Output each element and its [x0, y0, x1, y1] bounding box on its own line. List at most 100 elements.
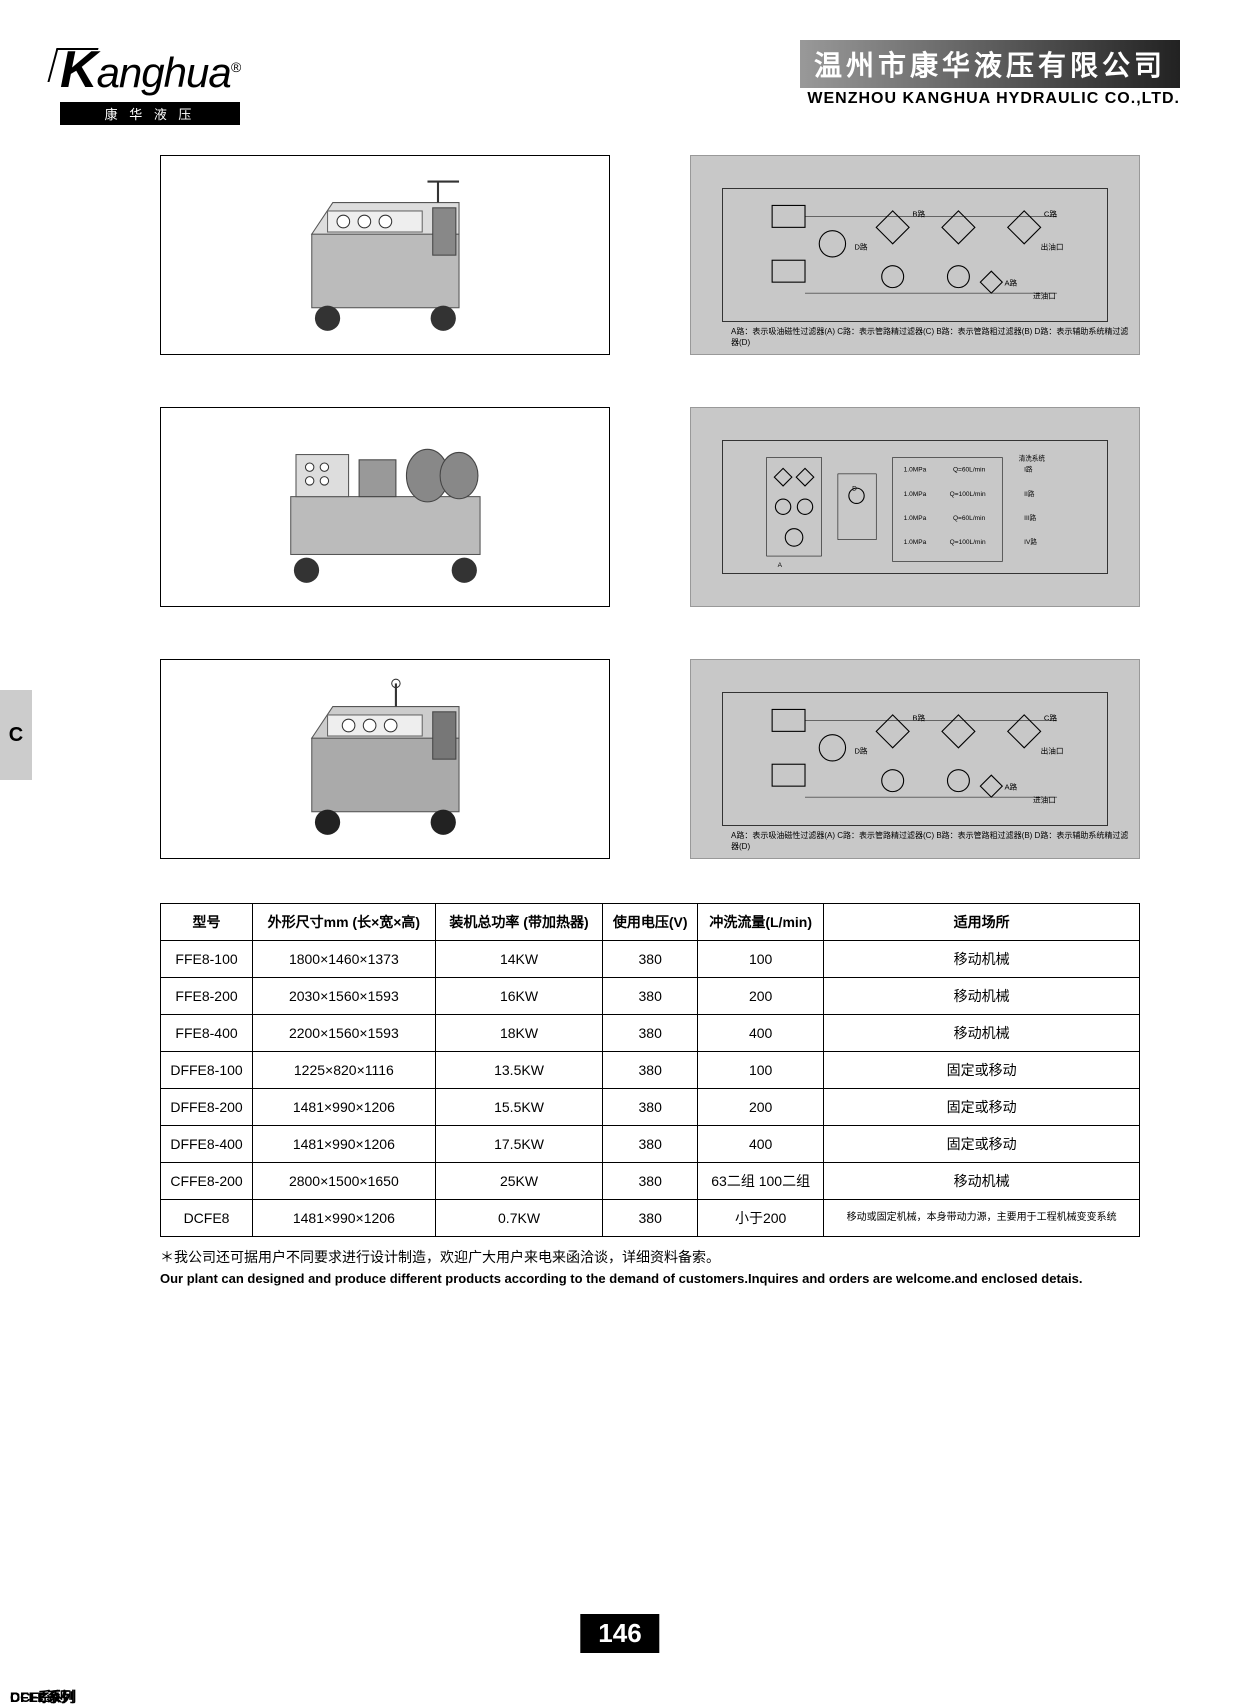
- svg-text:Q=100L/min: Q=100L/min: [950, 491, 986, 498]
- product-cell: CFE系列: [160, 407, 610, 607]
- table-cell: 13.5KW: [435, 1052, 603, 1089]
- svg-text:Q=60L/min: Q=60L/min: [953, 515, 986, 522]
- table-row: DFFE8-4001481×990×120617.5KW380400固定或移动: [161, 1126, 1140, 1163]
- table-cell: 18KW: [435, 1015, 603, 1052]
- table-cell: 2800×1500×1650: [253, 1163, 436, 1200]
- svg-text:Q=100L/min: Q=100L/min: [950, 539, 986, 546]
- svg-text:A: A: [778, 562, 783, 569]
- col-voltage: 使用电压(V): [603, 904, 698, 941]
- footnote-cn: ＊我公司还可据用户不同要求进行设计制造，欢迎广大用户来电来函洽谈，详细资料备索。: [160, 1247, 1140, 1267]
- table-cell: FFE8-400: [161, 1015, 253, 1052]
- table-cell: DFFE8-200: [161, 1089, 253, 1126]
- table-cell: DFFE8-400: [161, 1126, 253, 1163]
- product-cell: DCFE系列: [160, 659, 610, 859]
- circuit-diagram-icon: D路 B路 A路 C路 出油口 进油口: [723, 693, 1106, 825]
- table-body: FFE8-1001800×1460×137314KW380100移动机械FFE8…: [161, 941, 1140, 1237]
- table-cell: 380: [603, 1200, 698, 1237]
- schematic-cfe: A D 1.0MPa Q=60L/min 1.0MPa Q=100L/min 1.0…: [690, 407, 1140, 607]
- circuit-diagram-icon: D路 B路 A路 C路 出油口 进油口: [723, 189, 1106, 321]
- svg-text:IV路: IV路: [1025, 537, 1038, 546]
- table-cell: 400: [698, 1015, 824, 1052]
- product-grid: DFFE系列 D路 B路 A路 C路 出油口: [160, 155, 1140, 883]
- svg-text:进油口: 进油口: [1033, 795, 1056, 805]
- product-photo-cfe: [160, 407, 610, 607]
- table-row: FFE8-1001800×1460×137314KW380100移动机械: [161, 941, 1140, 978]
- table-cell: 100: [698, 941, 824, 978]
- table-header: 型号 外形尺寸mm (长×宽×高) 装机总功率 (带加热器) 使用电压(V) 冲…: [161, 904, 1140, 941]
- catalog-page: Kanghua® 康 华 液 压 温州市康华液压有限公司 WENZHOU KAN…: [0, 0, 1240, 1683]
- page-header: Kanghua® 康 华 液 压 温州市康华液压有限公司 WENZHOU KAN…: [60, 40, 1180, 125]
- table-row: FFE8-4002200×1560×159318KW380400移动机械: [161, 1015, 1140, 1052]
- svg-text:1.0MPa: 1.0MPa: [904, 491, 927, 498]
- svg-text:B路: B路: [913, 209, 926, 219]
- svg-text:A路: A路: [1005, 782, 1018, 792]
- section-tab: C: [0, 690, 32, 780]
- svg-text:清洗系统: 清洗系统: [1019, 454, 1046, 463]
- table-cell: 1481×990×1206: [253, 1126, 436, 1163]
- svg-text:1.0MPa: 1.0MPa: [904, 515, 927, 522]
- svg-text:I路: I路: [1025, 465, 1034, 474]
- table-cell: DFFE8-100: [161, 1052, 253, 1089]
- svg-text:D: D: [853, 486, 858, 493]
- svg-text:A路: A路: [1005, 278, 1018, 288]
- table-row: DCFE81481×990×12060.7KW380小于200移动或固定机械，本…: [161, 1200, 1140, 1237]
- svg-text:出油口: 出油口: [1041, 746, 1064, 756]
- table-cell: 移动机械: [824, 941, 1140, 978]
- svg-text:B路: B路: [913, 713, 926, 723]
- table-cell: 2030×1560×1593: [253, 978, 436, 1015]
- product-label: DCFE系列: [10, 1687, 76, 1707]
- company-name-en: WENZHOU KANGHUA HYDRAULIC CO.,LTD.: [800, 90, 1180, 108]
- table-cell: 1225×820×1116: [253, 1052, 436, 1089]
- table-cell: 380: [603, 978, 698, 1015]
- col-power: 装机总功率 (带加热器): [435, 904, 603, 941]
- table-cell: 移动机械: [824, 1163, 1140, 1200]
- table-row: DFFE8-2001481×990×120615.5KW380200固定或移动: [161, 1089, 1140, 1126]
- schematic-dffe: D路 B路 A路 C路 出油口 进油口 A路：表示吸油磁性过滤器(A) C路：: [690, 155, 1140, 355]
- svg-text:D路: D路: [855, 242, 869, 252]
- table-cell: 100: [698, 1052, 824, 1089]
- svg-text:1.0MPa: 1.0MPa: [904, 467, 927, 474]
- product-photo-dffe: [160, 155, 610, 355]
- page-number: 146: [580, 1614, 659, 1653]
- svg-text:D路: D路: [855, 746, 869, 756]
- logo-block: Kanghua® 康 华 液 压: [60, 40, 240, 125]
- product-photo-dcfe: [160, 659, 610, 859]
- table-cell: DCFE8: [161, 1200, 253, 1237]
- table-cell: 380: [603, 1015, 698, 1052]
- table-cell: 1481×990×1206: [253, 1200, 436, 1237]
- table-cell: FFE8-200: [161, 978, 253, 1015]
- table-cell: 200: [698, 978, 824, 1015]
- table-cell: 14KW: [435, 941, 603, 978]
- table-cell: 200: [698, 1089, 824, 1126]
- registered-icon: ®: [231, 59, 240, 75]
- table-row: DFFE8-1001225×820×111613.5KW380100固定或移动: [161, 1052, 1140, 1089]
- table-cell: 移动机械: [824, 1015, 1140, 1052]
- machine-icon: [195, 423, 576, 591]
- table-cell: 15.5KW: [435, 1089, 603, 1126]
- table-cell: 1481×990×1206: [253, 1089, 436, 1126]
- table-cell: 16KW: [435, 978, 603, 1015]
- col-flow: 冲洗流量(L/min): [698, 904, 824, 941]
- table-cell: 1800×1460×1373: [253, 941, 436, 978]
- footnote: ＊我公司还可据用户不同要求进行设计制造，欢迎广大用户来电来函洽谈，详细资料备索。…: [160, 1247, 1140, 1286]
- spec-table: 型号 外形尺寸mm (长×宽×高) 装机总功率 (带加热器) 使用电压(V) 冲…: [160, 903, 1140, 1237]
- table-cell: 移动或固定机械，本身带动力源，主要用于工程机械变变系统: [824, 1200, 1140, 1237]
- table-cell: 25KW: [435, 1163, 603, 1200]
- svg-text:Q=60L/min: Q=60L/min: [953, 467, 986, 474]
- company-name-cn: 温州市康华液压有限公司: [800, 40, 1180, 88]
- circuit-diagram-icon: A D 1.0MPa Q=60L/min 1.0MPa Q=100L/min 1.0…: [723, 441, 1106, 573]
- table-cell: 380: [603, 1052, 698, 1089]
- table-cell: CFFE8-200: [161, 1163, 253, 1200]
- schematic-dcfe: D路 B路 A路 C路 出油口 进油口 A路：表示吸油磁性过滤器(A) C路：: [690, 659, 1140, 859]
- table-cell: 380: [603, 1126, 698, 1163]
- table-cell: 0.7KW: [435, 1200, 603, 1237]
- svg-text:C路: C路: [1044, 713, 1058, 723]
- schematic-caption: A路：表示吸油磁性过滤器(A) C路：表示管路精过滤器(C) B路：表示管路粗过…: [731, 831, 1129, 852]
- table-row: FFE8-2002030×1560×159316KW380200移动机械: [161, 978, 1140, 1015]
- table-cell: FFE8-100: [161, 941, 253, 978]
- table-cell: 17.5KW: [435, 1126, 603, 1163]
- svg-text:1.0MPa: 1.0MPa: [904, 539, 927, 546]
- logo-text: Kanghua®: [60, 40, 240, 100]
- machine-icon: [195, 171, 576, 339]
- table-cell: 400: [698, 1126, 824, 1163]
